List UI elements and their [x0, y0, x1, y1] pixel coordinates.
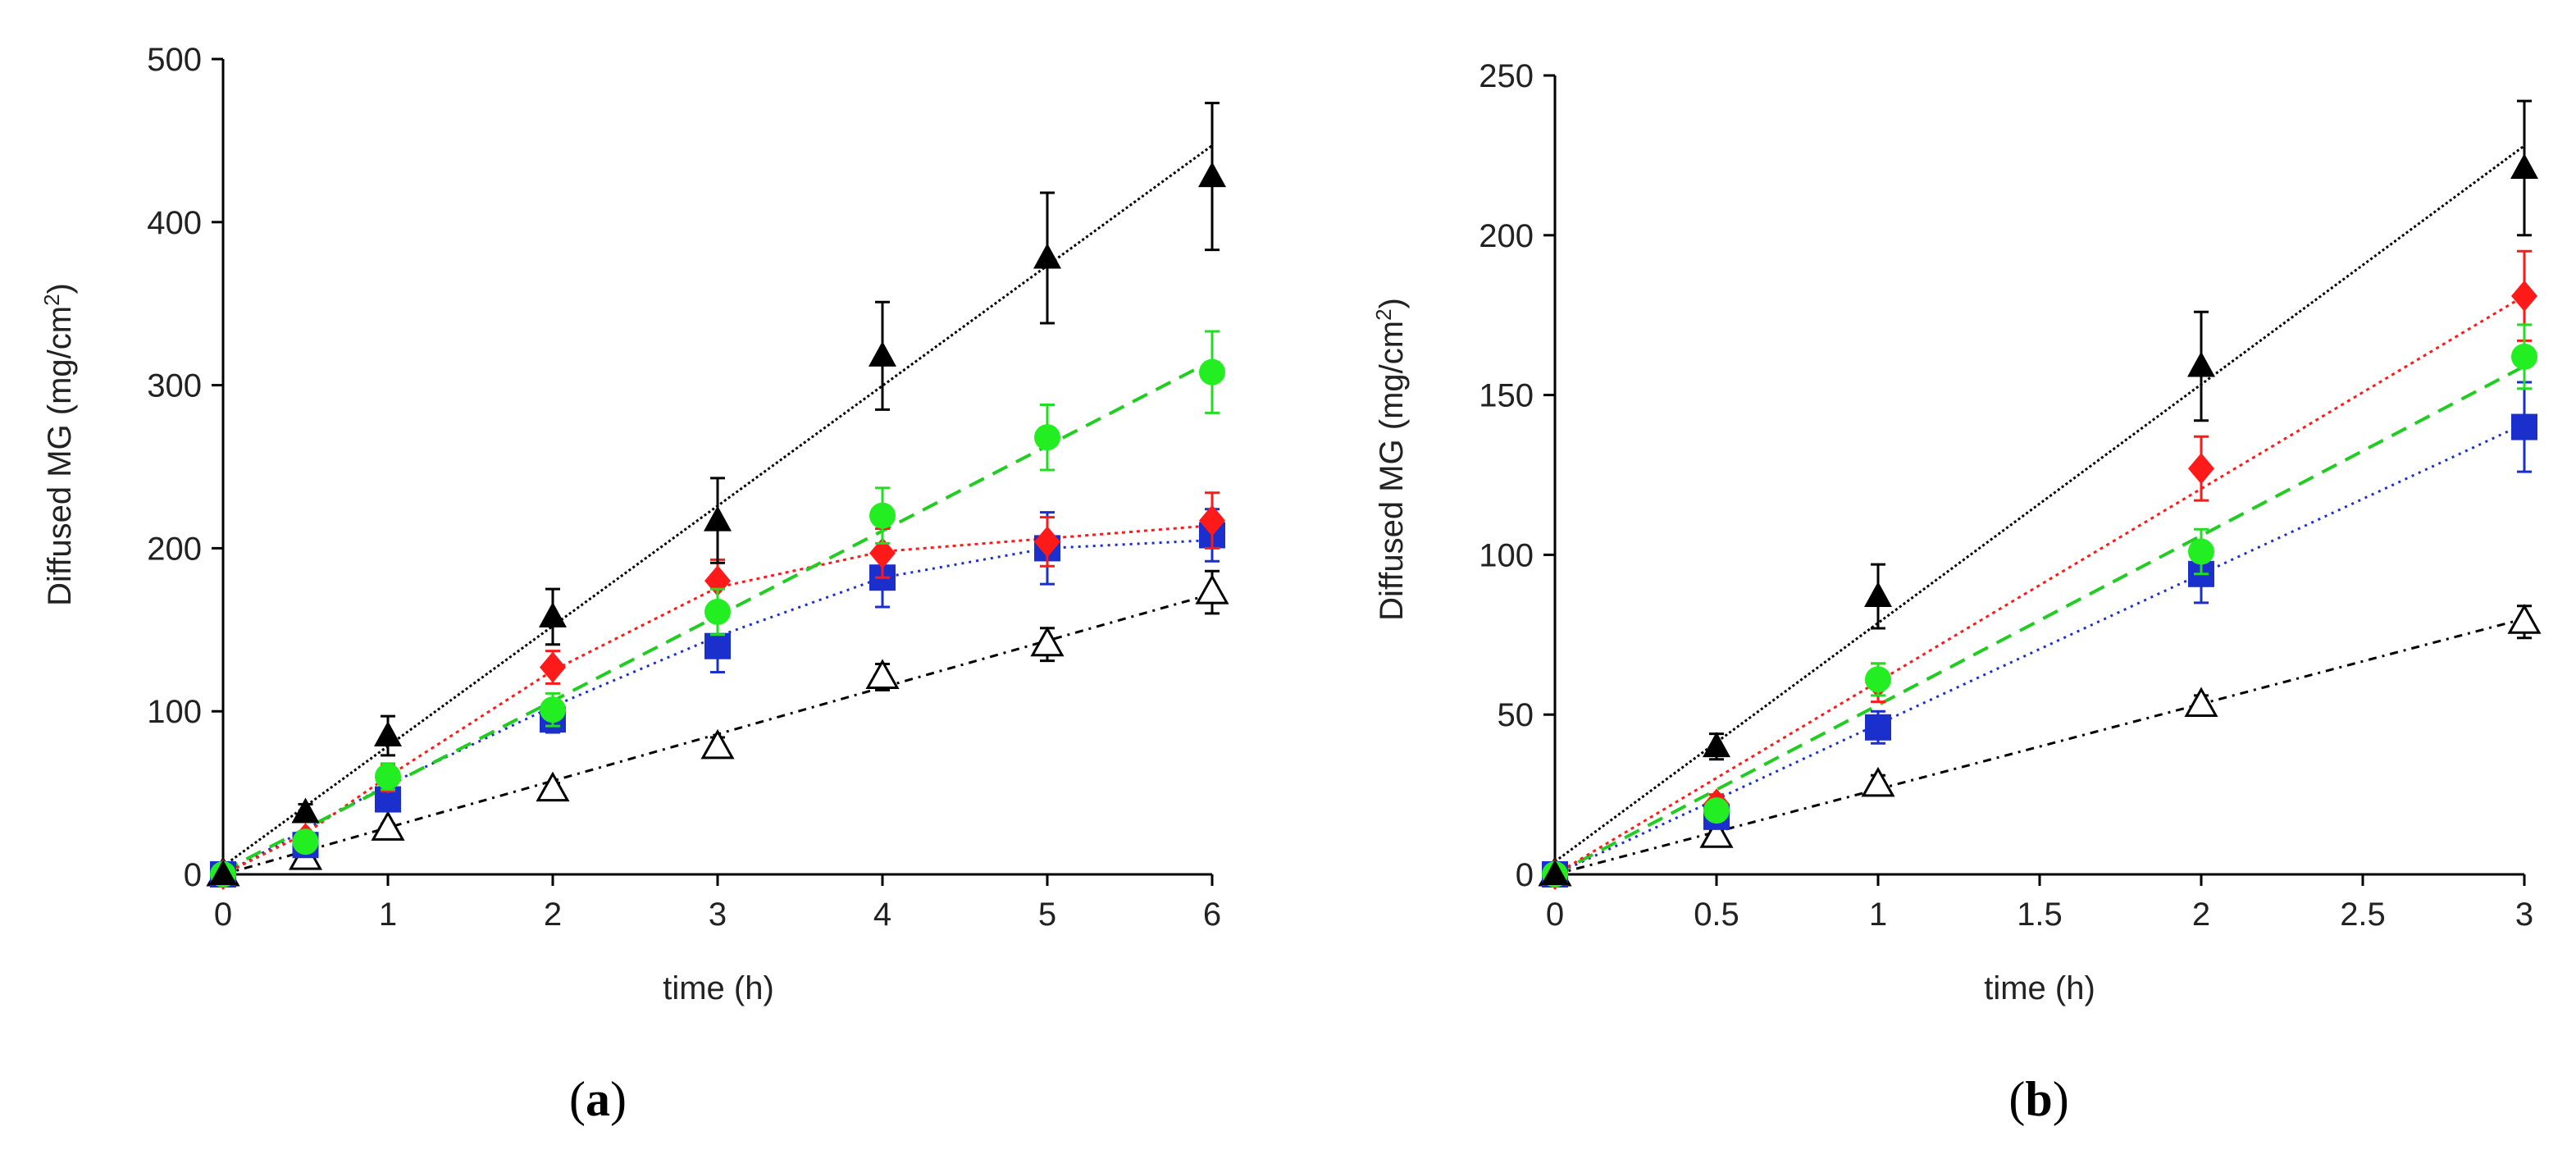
x-tick-label: 1.5 [2017, 897, 2063, 933]
x-axis-title: time (h) [1984, 970, 2095, 1006]
filled-triangle-point [704, 505, 732, 532]
blue-square-point [704, 632, 731, 659]
red-diamond-point [1199, 504, 1225, 536]
panel-b: Diffused MG (mg/cm2) time (h) (b) 050100… [1371, 58, 2542, 1126]
open-triangle-point [865, 659, 900, 689]
filled-triangle-point [1703, 732, 1730, 758]
filled-triangle-point [1541, 860, 1569, 885]
filled-triangle-point [374, 721, 402, 747]
open-triangle-fit-line [1554, 617, 2525, 876]
filled-triangle-point [539, 601, 567, 627]
open-triangle-point [536, 771, 570, 802]
green-circle-point [540, 696, 566, 723]
green-circle-point [1865, 666, 1891, 693]
x-tick-label: 4 [873, 897, 891, 933]
red-diamond-point [2188, 453, 2214, 485]
green-circle-point [869, 502, 896, 529]
blue-square-point [1865, 714, 1891, 741]
x-tick-label: 3 [709, 897, 727, 933]
green-circle-point [375, 763, 401, 790]
green-circle-point [2188, 538, 2214, 565]
open-triangle-point [2184, 687, 2218, 718]
red-diamond-point [869, 537, 896, 569]
y-tick-label: 50 [1498, 697, 1534, 733]
red-diamond-fit-line [222, 524, 1213, 876]
y-tick-label: 0 [1516, 857, 1534, 893]
y-tick-label: 200 [1479, 218, 1534, 254]
x-tick-label: 1 [379, 897, 397, 933]
y-tick-label: 300 [147, 368, 202, 404]
green-circle-point [704, 598, 731, 625]
y-axis-title: Diffused MG (mg/cm2) [39, 283, 78, 606]
y-tick-label: 200 [147, 531, 202, 567]
y-axis-title: Diffused MG (mg/cm2) [1371, 298, 1410, 621]
green-circle-point [1034, 424, 1060, 451]
open-triangle-point [700, 728, 735, 760]
filled-triangle-point [1198, 162, 1226, 188]
open-triangle-point [1861, 766, 1895, 797]
red-diamond-point [540, 651, 566, 683]
x-tick-label: 0 [1546, 897, 1564, 933]
filled-triangle-point [1864, 582, 1892, 608]
filled-triangle-fit-line [1554, 144, 2525, 863]
x-tick-label: 3 [2515, 897, 2533, 933]
open-triangle-point [371, 810, 405, 841]
y-tick-label: 100 [1479, 537, 1534, 573]
x-tick-label: 2 [544, 897, 562, 933]
y-tick-label: 150 [1479, 378, 1534, 414]
x-tick-label: 2.5 [2340, 897, 2386, 933]
green-circle-point [2511, 343, 2537, 370]
filled-triangle-point [209, 860, 237, 885]
green-circle-point [1199, 358, 1225, 386]
open-triangle-point [1030, 626, 1065, 657]
x-tick-label: 5 [1038, 897, 1056, 933]
red-diamond-point [2511, 280, 2537, 312]
panel-caption: (a) [569, 1072, 627, 1126]
x-tick-label: 0 [214, 897, 232, 933]
x-axis-title: time (h) [663, 970, 774, 1006]
red-diamond-fit-line [1554, 294, 2525, 876]
green-circle-point [1703, 797, 1730, 824]
filled-triangle-point [291, 797, 320, 824]
x-tick-label: 0.5 [1694, 897, 1739, 933]
green-circle-point [292, 828, 319, 856]
x-tick-label: 6 [1203, 897, 1221, 933]
x-tick-label: 2 [2192, 897, 2210, 933]
filled-triangle-point [2187, 351, 2215, 377]
filled-triangle-point [869, 340, 896, 367]
panel-a: Diffused MG (mg/cm2) time (h) (a) 010020… [39, 42, 1229, 1126]
open-triangle-point [1195, 574, 1229, 605]
filled-triangle-point [1033, 243, 1061, 269]
filled-triangle-point [2510, 153, 2538, 179]
y-tick-label: 250 [1479, 58, 1534, 94]
open-triangle-point [1699, 818, 1734, 848]
panel-caption: (b) [2008, 1072, 2068, 1126]
x-tick-label: 1 [1869, 897, 1887, 933]
y-tick-label: 0 [184, 857, 202, 893]
y-tick-label: 400 [147, 205, 202, 241]
y-tick-label: 100 [147, 694, 202, 730]
red-diamond-point [1034, 526, 1060, 558]
blue-square-point [2511, 413, 2537, 440]
y-tick-label: 500 [147, 42, 202, 78]
open-triangle-point [2507, 604, 2542, 634]
